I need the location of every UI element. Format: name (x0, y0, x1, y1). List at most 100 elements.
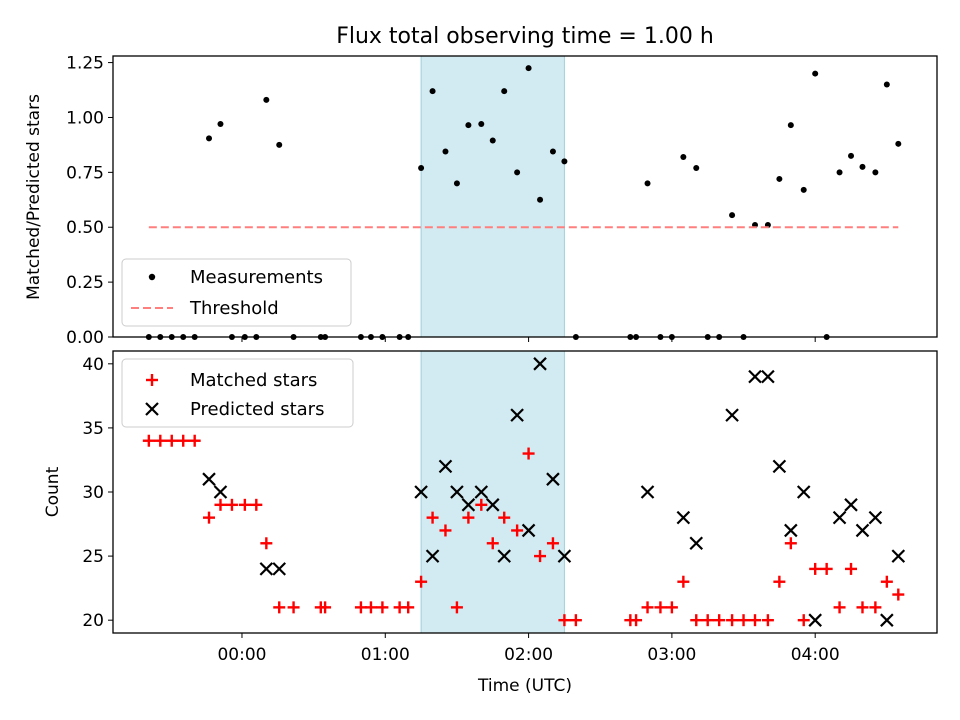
legend-predicted-label: Predicted stars (190, 399, 324, 420)
matched-stars-point (225, 498, 238, 511)
x-axis-label: Time (UTC) (477, 676, 572, 696)
matched-stars-point (713, 614, 726, 627)
chart-title: Flux total observing time = 1.00 h (336, 24, 714, 49)
measurement-point (429, 88, 436, 95)
legend-predicted-marker (145, 402, 159, 416)
measurement-point (883, 81, 890, 88)
measurement-point (478, 121, 485, 128)
measurement-point (800, 186, 807, 193)
legend-threshold-label: Threshold (189, 298, 279, 319)
measurement-point (549, 148, 556, 155)
matched-stars-point (522, 447, 535, 460)
predicted-stars-point (725, 408, 739, 422)
predicted-stars-point (414, 485, 428, 499)
y-tick-label: 40 (82, 355, 104, 375)
y-tick-label: 30 (82, 483, 104, 503)
matched-stars-point (450, 601, 463, 614)
y-tick-label: 0.25 (66, 273, 104, 293)
y-tick-label: 20 (82, 611, 104, 631)
matched-stars-point (569, 614, 582, 627)
top-y-axis-label: Matched/Predicted stars (24, 94, 44, 300)
y-tick-label: 0.50 (66, 218, 104, 238)
x-tick-label: 00:00 (217, 645, 266, 665)
predicted-stars-point (202, 472, 216, 486)
measurement-point (836, 169, 843, 176)
x-tick-label: 01:00 (361, 645, 410, 665)
top-axis-ticks: 0.00 0.25 0.50 0.75 1.00 1.25 (66, 54, 816, 348)
matched-stars-point (462, 511, 475, 524)
matched-stars-point (546, 537, 559, 550)
matched-stars-point (376, 601, 389, 614)
matched-stars-point (654, 601, 667, 614)
predicted-stars-point (796, 485, 811, 499)
matched-stars-point (498, 511, 511, 524)
predicted-stars-point (557, 549, 572, 563)
top-axes-frame (112, 55, 938, 338)
predicted-stars-point (891, 549, 906, 563)
highlight-span (420, 55, 565, 338)
predicted-stars-point (497, 549, 511, 563)
matched-stars-point (511, 524, 524, 537)
predicted-stars-point (461, 498, 476, 512)
y-tick-label: 25 (82, 547, 104, 567)
measurement-point (442, 148, 449, 155)
matched-stars-point (486, 537, 499, 550)
matched-stars-point (260, 537, 273, 550)
matched-stars-point (165, 434, 178, 447)
matched-stars-point (177, 434, 190, 447)
top-panel: 0.00 0.25 0.50 0.75 1.00 1.25 Matched/Predict… (24, 54, 938, 348)
matched-stars-point (892, 588, 905, 601)
predicted-stars-point (761, 369, 775, 384)
legend-measurements-marker (148, 273, 156, 281)
measurement-point (693, 164, 700, 171)
measurement-point (859, 163, 866, 170)
predicted-stars-point (438, 459, 453, 474)
bottom-axis-ticks: 20 25 30 35 40 00:00 01:00 02:00 03:00 04:00 (82, 355, 839, 665)
matched-stars-point (142, 434, 155, 447)
predicted-stars-point (640, 485, 655, 499)
matched-stars-point (677, 575, 690, 588)
matched-stars-point (426, 511, 439, 524)
predicted-stars-point (474, 485, 489, 499)
matched-stars-point (845, 562, 858, 575)
matched-stars-point (737, 614, 750, 627)
matched-stars-point (439, 524, 452, 537)
y-tick-label: 0.75 (66, 163, 104, 183)
bottom-highlight-span (420, 350, 565, 634)
matched-stars-point (287, 601, 300, 614)
bottom-plot-marks (142, 357, 906, 627)
matched-stars-point (630, 614, 643, 627)
matched-stars-point (749, 614, 762, 627)
matched-stars-point (319, 601, 332, 614)
measurement-point (276, 141, 283, 148)
measurement-point (206, 135, 213, 142)
matched-stars-point (761, 614, 774, 627)
matched-stars-point (797, 614, 810, 627)
predicted-stars-point (868, 510, 883, 525)
matched-stars-point (869, 601, 882, 614)
predicted-stars-point (772, 459, 787, 474)
matched-stars-point (690, 614, 703, 627)
measurement-point (537, 196, 544, 203)
matched-stars-point (238, 498, 251, 511)
measurement-point (465, 122, 472, 129)
y-tick-label: 1.00 (66, 108, 104, 128)
matched-stars-point (354, 601, 367, 614)
measurement-point (729, 212, 736, 219)
legend-measurements-label: Measurements (190, 267, 323, 288)
matched-stars-point (214, 498, 227, 511)
matched-stars-point (188, 434, 201, 447)
x-tick-label: 03:00 (647, 645, 696, 665)
matched-stars-point (203, 511, 216, 524)
top-legend: Measurements Threshold (121, 258, 352, 327)
matched-stars-point (415, 575, 428, 588)
measurement-point (848, 152, 855, 159)
bottom-legend: Matched stars Predicted stars (121, 358, 354, 428)
legend-matched-label: Matched stars (190, 370, 317, 391)
predicted-stars-point (748, 369, 762, 384)
measurement-point (561, 158, 568, 165)
predicted-stars-point (450, 485, 464, 499)
y-tick-label: 35 (82, 419, 104, 439)
measurement-point (787, 122, 794, 129)
